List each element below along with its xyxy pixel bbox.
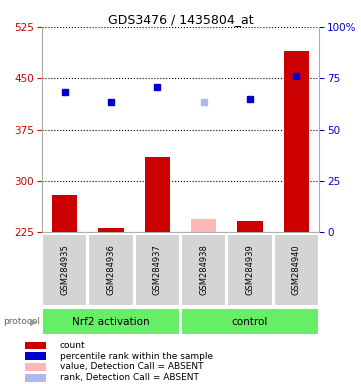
Text: GSM284938: GSM284938 (199, 244, 208, 295)
Bar (25, 363, 46, 371)
Title: GDS3476 / 1435804_at: GDS3476 / 1435804_at (108, 13, 253, 26)
FancyBboxPatch shape (42, 234, 87, 306)
Text: GSM284937: GSM284937 (153, 244, 162, 295)
FancyBboxPatch shape (135, 234, 180, 306)
Bar (52, 195, 77, 232)
Bar (237, 221, 263, 232)
Bar (25, 374, 46, 382)
Text: control: control (232, 316, 268, 327)
Text: GSM284936: GSM284936 (106, 244, 116, 295)
Bar (98, 228, 124, 232)
FancyBboxPatch shape (181, 308, 319, 335)
FancyBboxPatch shape (274, 234, 319, 306)
Text: percentile rank within the sample: percentile rank within the sample (60, 352, 213, 361)
Text: rank, Detection Call = ABSENT: rank, Detection Call = ABSENT (60, 373, 199, 382)
Text: ▶: ▶ (30, 316, 38, 327)
FancyBboxPatch shape (88, 234, 134, 306)
Text: GSM284939: GSM284939 (245, 244, 255, 295)
Text: GSM284935: GSM284935 (60, 244, 69, 295)
FancyBboxPatch shape (227, 234, 273, 306)
Text: value, Detection Call = ABSENT: value, Detection Call = ABSENT (60, 362, 203, 371)
FancyBboxPatch shape (42, 308, 180, 335)
Bar (284, 51, 309, 232)
Bar (145, 157, 170, 232)
Text: GSM284940: GSM284940 (292, 245, 301, 295)
Text: count: count (60, 341, 86, 350)
Bar (25, 353, 46, 360)
FancyBboxPatch shape (181, 234, 226, 306)
Text: Nrf2 activation: Nrf2 activation (72, 316, 150, 327)
Bar (191, 218, 216, 232)
Text: protocol: protocol (4, 317, 40, 326)
Bar (25, 342, 46, 349)
